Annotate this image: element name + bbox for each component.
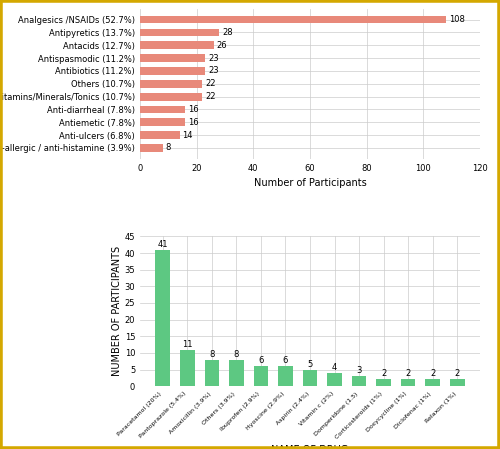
Text: 14: 14 <box>182 131 193 140</box>
Text: 28: 28 <box>222 28 233 37</box>
Bar <box>140 29 220 36</box>
Bar <box>401 379 415 386</box>
Text: 16: 16 <box>188 105 199 114</box>
Bar <box>140 41 214 49</box>
Text: 6: 6 <box>283 356 288 365</box>
Bar <box>204 360 219 386</box>
Text: 108: 108 <box>449 15 464 24</box>
Bar <box>229 360 244 386</box>
Bar <box>376 379 391 386</box>
Bar <box>140 131 179 139</box>
Text: 5: 5 <box>308 360 312 369</box>
Text: 8: 8 <box>234 349 239 359</box>
Text: 11: 11 <box>182 339 192 348</box>
Bar <box>140 80 202 88</box>
Bar <box>327 373 342 386</box>
Bar <box>180 350 194 386</box>
Bar <box>140 144 162 152</box>
Text: 23: 23 <box>208 66 218 75</box>
Bar <box>140 16 446 23</box>
Bar <box>254 366 268 386</box>
Bar <box>352 376 366 386</box>
Text: 6: 6 <box>258 356 264 365</box>
Text: 41: 41 <box>158 240 168 249</box>
Y-axis label: NUMBER OF PARTICIPANTS: NUMBER OF PARTICIPANTS <box>112 246 122 376</box>
X-axis label: Number of Participants: Number of Participants <box>254 178 366 188</box>
Bar <box>140 106 186 113</box>
Text: 2: 2 <box>381 370 386 379</box>
Bar <box>426 379 440 386</box>
Text: 16: 16 <box>188 118 199 127</box>
Text: 8: 8 <box>166 144 171 153</box>
Text: 3: 3 <box>356 366 362 375</box>
Text: 2: 2 <box>454 370 460 379</box>
Text: 2: 2 <box>406 370 410 379</box>
Bar <box>140 119 186 126</box>
Bar <box>156 250 170 386</box>
Text: 2: 2 <box>430 370 436 379</box>
Text: 22: 22 <box>205 92 216 101</box>
Text: 26: 26 <box>216 41 227 50</box>
Bar <box>278 366 293 386</box>
Bar <box>302 370 318 386</box>
X-axis label: NAME OF DRUG: NAME OF DRUG <box>272 445 348 449</box>
Bar <box>140 93 202 101</box>
Bar <box>140 67 205 75</box>
Text: 8: 8 <box>209 349 214 359</box>
Text: 23: 23 <box>208 53 218 63</box>
Bar <box>450 379 464 386</box>
Bar <box>140 54 205 62</box>
Text: 22: 22 <box>205 79 216 88</box>
Text: 4: 4 <box>332 363 337 372</box>
